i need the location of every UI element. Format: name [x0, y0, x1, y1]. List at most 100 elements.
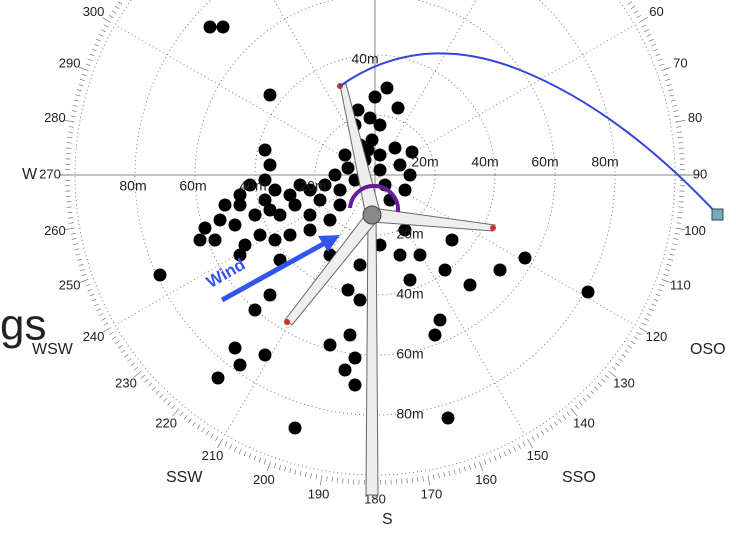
point	[212, 372, 225, 385]
tick	[625, 350, 629, 353]
tick	[459, 468, 460, 473]
tick	[591, 391, 595, 395]
tick	[74, 249, 79, 250]
tick	[82, 74, 87, 76]
point	[369, 91, 382, 104]
tick	[541, 431, 544, 435]
tick	[423, 476, 424, 481]
point	[354, 294, 367, 307]
tick	[649, 39, 653, 41]
tick	[417, 477, 418, 482]
tick	[658, 59, 663, 61]
point	[464, 279, 477, 292]
point	[264, 289, 277, 302]
bearing-label: 240	[83, 329, 105, 344]
tick	[619, 359, 623, 362]
tick	[663, 74, 668, 76]
point	[219, 199, 232, 212]
point	[194, 234, 207, 247]
tick	[575, 405, 578, 409]
tick	[156, 391, 160, 395]
tick	[337, 478, 338, 483]
tick	[546, 428, 549, 432]
point	[204, 21, 217, 34]
tick	[244, 451, 246, 456]
tick	[677, 132, 682, 133]
tick	[172, 405, 175, 409]
tick	[86, 64, 91, 66]
tick	[148, 383, 152, 386]
tick	[598, 383, 602, 386]
tick	[305, 472, 306, 477]
bearing-label: 150	[527, 448, 549, 463]
bearing-label: 230	[115, 375, 137, 390]
tick	[433, 474, 434, 479]
tick	[628, 346, 632, 349]
point	[304, 224, 317, 237]
tick	[474, 463, 476, 468]
tick	[663, 274, 668, 276]
tick	[88, 59, 93, 61]
distance-label: 80m	[591, 154, 618, 170]
tick	[634, 337, 638, 340]
spoke	[375, 175, 635, 325]
point	[374, 119, 387, 132]
tick	[96, 39, 100, 41]
tick	[594, 387, 598, 390]
tick	[567, 412, 570, 416]
tick	[665, 79, 670, 81]
tick	[249, 454, 251, 459]
tick	[554, 422, 557, 426]
bearing-label: 290	[59, 55, 81, 70]
bearing-label: 80	[688, 110, 702, 125]
tick	[668, 90, 673, 91]
tick	[583, 398, 586, 402]
tick	[636, 332, 640, 335]
tick	[656, 54, 661, 56]
point	[284, 229, 297, 242]
bearing-label: 280	[44, 110, 66, 125]
point	[339, 149, 352, 162]
tick	[672, 105, 677, 106]
tick	[218, 439, 223, 448]
point	[342, 284, 355, 297]
tick	[79, 84, 84, 85]
bearing-label: 270	[39, 166, 61, 181]
tick	[99, 313, 103, 315]
tick	[76, 95, 81, 96]
tick	[532, 436, 535, 440]
tick	[184, 415, 187, 419]
tick	[284, 467, 285, 472]
point	[381, 82, 394, 95]
distance-label: 20m	[396, 226, 423, 242]
tick	[67, 143, 72, 144]
tick	[109, 332, 113, 335]
point	[229, 219, 242, 232]
point	[304, 209, 317, 222]
bearing-label: 260	[44, 223, 66, 238]
tick	[69, 127, 74, 128]
tick	[279, 465, 281, 470]
tick	[670, 95, 675, 96]
tick	[290, 468, 291, 473]
tick	[518, 444, 520, 448]
tick	[563, 415, 566, 419]
bearing-label: 100	[684, 223, 706, 238]
tick	[80, 79, 85, 81]
tick	[115, 6, 119, 9]
distance-label: 60m	[396, 346, 423, 362]
tick	[90, 294, 95, 296]
bearing-label: 250	[59, 278, 81, 293]
tick	[274, 463, 276, 468]
tick	[678, 137, 683, 138]
yaw-arc	[340, 53, 718, 215]
bearing-label: 210	[202, 448, 224, 463]
wind-label: Wind	[203, 255, 248, 292]
point	[374, 164, 387, 177]
tick	[668, 259, 673, 260]
compass-label: W	[22, 166, 38, 183]
tick	[118, 2, 122, 5]
tick	[672, 244, 677, 245]
tick	[104, 25, 108, 27]
tick	[559, 419, 562, 423]
